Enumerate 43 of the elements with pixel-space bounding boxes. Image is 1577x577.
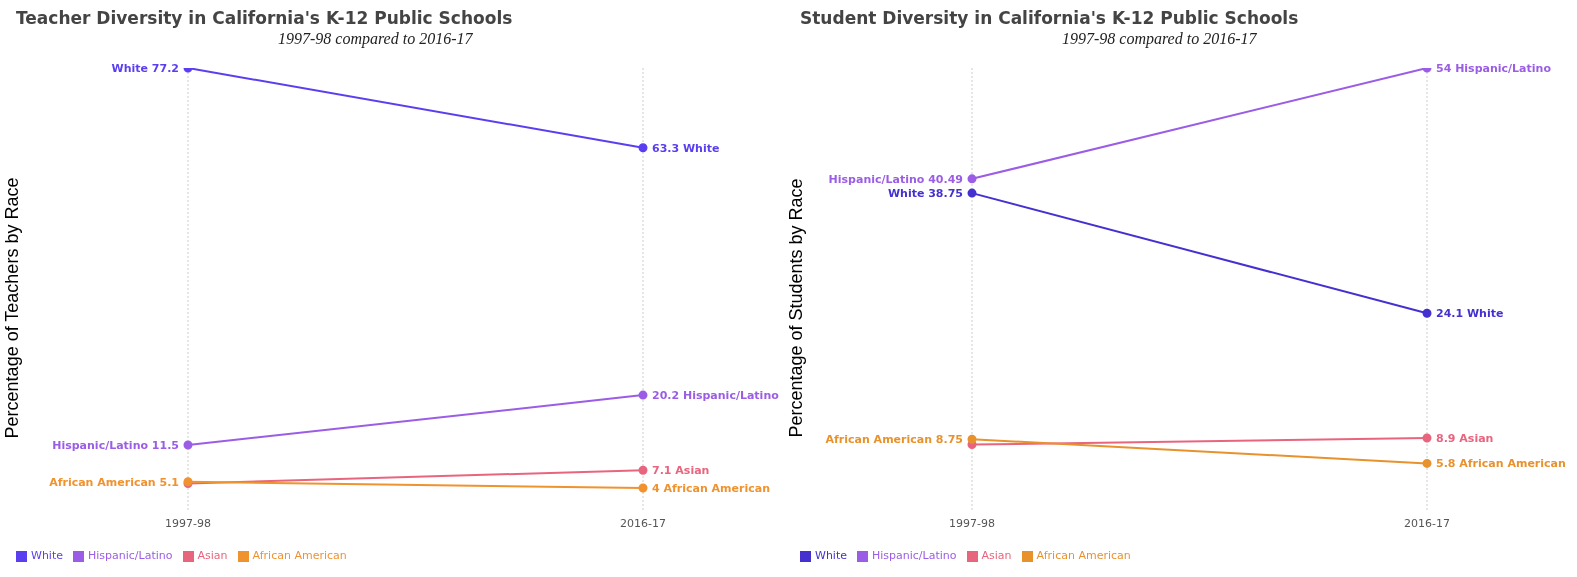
legend-label: Asian (981, 549, 1012, 562)
x-tick-label: 2016-17 (620, 516, 666, 530)
legend-label: Hispanic/Latino (88, 549, 173, 562)
data-label: 4 African American (652, 481, 770, 495)
point (967, 188, 977, 198)
chart-title: Student Diversity in California's K-12 Public Schools (800, 8, 1300, 30)
data-label: 20.2 Hispanic/Latino (652, 388, 780, 402)
data-label: Hispanic/Latino 11.5 (52, 438, 179, 452)
legend-label: African American (1036, 549, 1131, 562)
legend-label: Asian (197, 549, 228, 562)
data-label: White 77.2 (111, 61, 179, 75)
point (967, 434, 977, 444)
point (638, 143, 648, 153)
chart-title: Teacher Diversity in California's K-12 Public Schools (16, 8, 514, 30)
data-label: African American 5.1 (49, 475, 179, 489)
point (638, 465, 648, 475)
legend-label: African American (252, 549, 347, 562)
point (1422, 308, 1432, 318)
point (638, 390, 648, 400)
data-label: White 38.75 (887, 186, 963, 200)
data-label: African American 8.75 (825, 433, 963, 447)
y-axis-title: Percentage of Teachers by Race (1, 177, 23, 439)
y-axis-title: Percentage of Students by Race (785, 178, 807, 438)
legend-label: White (815, 549, 847, 562)
x-tick-label: 2016-17 (1404, 516, 1450, 530)
point (183, 440, 193, 450)
data-label: 7.1 Asian (652, 464, 710, 478)
x-tick-label: 1997-98 (165, 516, 211, 530)
point (967, 174, 977, 184)
x-tick-label: 1997-98 (949, 516, 995, 530)
data-label: 8.9 Asian (1436, 431, 1494, 445)
point (1422, 433, 1432, 443)
data-label: 24.1 White (1436, 307, 1504, 321)
data-label: 54 Hispanic/Latino (1436, 61, 1552, 75)
data-label: Hispanic/Latino 40.49 (828, 172, 963, 186)
data-label: 63.3 White (652, 141, 720, 155)
legend-label: White (31, 549, 63, 562)
point (1422, 458, 1432, 468)
point (638, 483, 648, 493)
chart-subtitle: 1997-98 compared to 2016-17 (1062, 30, 1258, 50)
data-label: 5.8 African American (1436, 457, 1566, 471)
chart-subtitle: 1997-98 compared to 2016-17 (278, 30, 474, 50)
legend-label: Hispanic/Latino (872, 549, 957, 562)
